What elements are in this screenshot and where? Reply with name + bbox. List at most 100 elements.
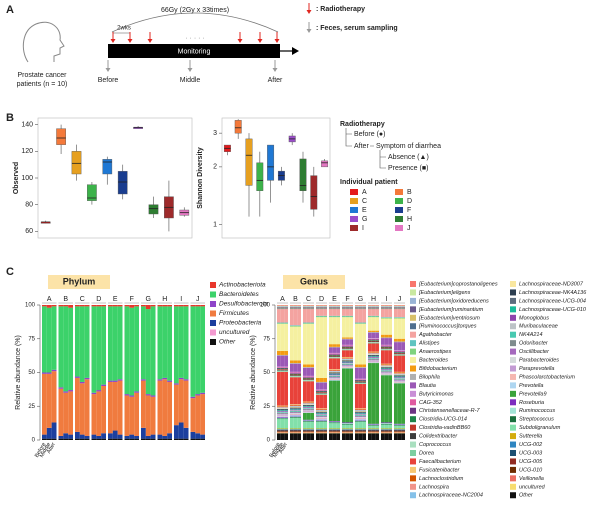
bar-segment (316, 393, 320, 395)
bar-segment (368, 354, 372, 356)
bar-segment (332, 354, 337, 356)
bar-segment (42, 306, 47, 373)
y-axis-label: Relative abundance (%) (15, 335, 22, 410)
legend-swatch (410, 289, 416, 296)
bar-segment (316, 309, 320, 316)
bar-segment (280, 414, 285, 416)
bar-segment (384, 338, 389, 345)
bar-segment (277, 308, 281, 310)
bar-segment (375, 306, 379, 308)
bar-segment (319, 377, 324, 382)
bar-segment (362, 419, 366, 420)
bar-segment (355, 409, 359, 411)
bar-segment (84, 306, 90, 378)
bar-segment (345, 433, 350, 440)
bar-segment (323, 382, 327, 390)
bar-segment (183, 306, 189, 380)
legend-label: CAG-352 (419, 400, 442, 406)
bar-segment (316, 305, 320, 306)
bar-segment (397, 307, 402, 309)
bar-segment (381, 367, 385, 368)
bar-segment (332, 305, 337, 306)
bar-segment (394, 307, 398, 308)
bar-segment (355, 431, 359, 432)
bar-segment (319, 411, 324, 413)
legend-label: B (407, 189, 412, 196)
bar-segment (290, 375, 294, 377)
legend-swatch (510, 466, 516, 473)
box (87, 184, 97, 201)
bar-segment (371, 355, 376, 357)
bar-segment (190, 396, 196, 399)
bar-segment (323, 377, 327, 382)
bar-segment (375, 354, 379, 355)
legend-swatch (510, 483, 516, 490)
bar-segment (306, 377, 311, 378)
bar-segment (397, 429, 402, 430)
arrow-head (147, 39, 153, 43)
bar-segment (293, 412, 298, 413)
bar-segment (323, 413, 327, 414)
bar-segment (381, 306, 385, 308)
bar-segment (101, 384, 106, 386)
bar-segment (375, 353, 379, 355)
bar-segment (332, 374, 337, 376)
bar-segment (332, 317, 337, 345)
bar-segment (297, 404, 301, 405)
bar-segment (401, 373, 405, 374)
legend-swatch (395, 189, 403, 195)
bar-segment (381, 345, 385, 347)
bar-segment (58, 387, 64, 389)
bar-segment (355, 429, 359, 431)
bar-segment (316, 315, 320, 317)
bar-segment (355, 417, 359, 418)
bar-segment (401, 425, 405, 429)
bar-segment (401, 354, 405, 355)
bar-segment (303, 405, 307, 407)
bar-segment (91, 305, 97, 307)
bar-segment (200, 306, 205, 393)
legend-swatch (510, 306, 516, 313)
bar-segment (280, 410, 285, 412)
bar-segment (349, 362, 353, 364)
bar-segment (394, 428, 398, 430)
bar-segment (368, 363, 372, 424)
bar-segment (375, 355, 379, 357)
legend-label: UCG-010 (519, 467, 543, 473)
bar-segment (371, 352, 376, 354)
bar-segment (319, 412, 324, 413)
bar-segment (303, 413, 307, 420)
bar-segment (306, 408, 311, 410)
legend-swatch (510, 475, 516, 482)
bar-segment (388, 348, 392, 349)
bar-segment (290, 431, 294, 432)
bar-segment (319, 308, 324, 310)
bar-segment (336, 372, 340, 374)
bar-segment (358, 419, 363, 420)
bar-segment (349, 367, 353, 368)
bar-segment (368, 308, 372, 310)
bar-segment (280, 307, 285, 308)
bar-segment (332, 421, 337, 423)
box (102, 159, 113, 175)
bar-segment (329, 306, 333, 308)
bar-segment (332, 306, 337, 308)
bar-segment (323, 410, 327, 411)
bar-segment (108, 438, 113, 440)
bar-segment (68, 307, 73, 391)
bar-segment (129, 305, 135, 308)
box (310, 175, 318, 210)
bar-segment (319, 410, 324, 412)
bar-segment (157, 434, 163, 439)
bar-segment (190, 438, 196, 440)
bar-segment (375, 430, 379, 432)
legend-label: Lachnospiraceae-UCG-010 (519, 307, 587, 313)
bar-segment (394, 305, 398, 306)
bar-segment (63, 391, 69, 393)
bar-segment (358, 416, 363, 418)
bar-segment (284, 369, 288, 371)
bar-segment (280, 408, 285, 409)
bar-segment (290, 428, 294, 430)
box (256, 162, 264, 191)
bar-segment (332, 380, 337, 422)
